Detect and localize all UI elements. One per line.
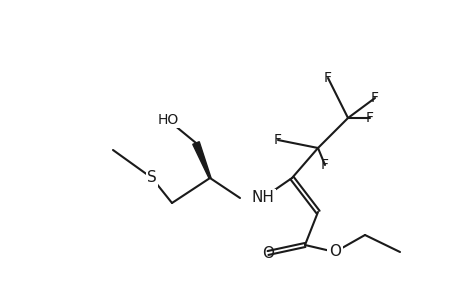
- Text: O: O: [262, 245, 274, 260]
- Text: F: F: [323, 71, 331, 85]
- Text: F: F: [365, 111, 373, 125]
- Text: S: S: [147, 170, 157, 185]
- Text: F: F: [370, 91, 378, 105]
- Text: F: F: [274, 133, 281, 147]
- Polygon shape: [192, 142, 211, 178]
- Text: HO: HO: [157, 113, 178, 127]
- Text: NH: NH: [251, 190, 274, 206]
- Text: O: O: [328, 244, 340, 260]
- Text: F: F: [320, 158, 328, 172]
